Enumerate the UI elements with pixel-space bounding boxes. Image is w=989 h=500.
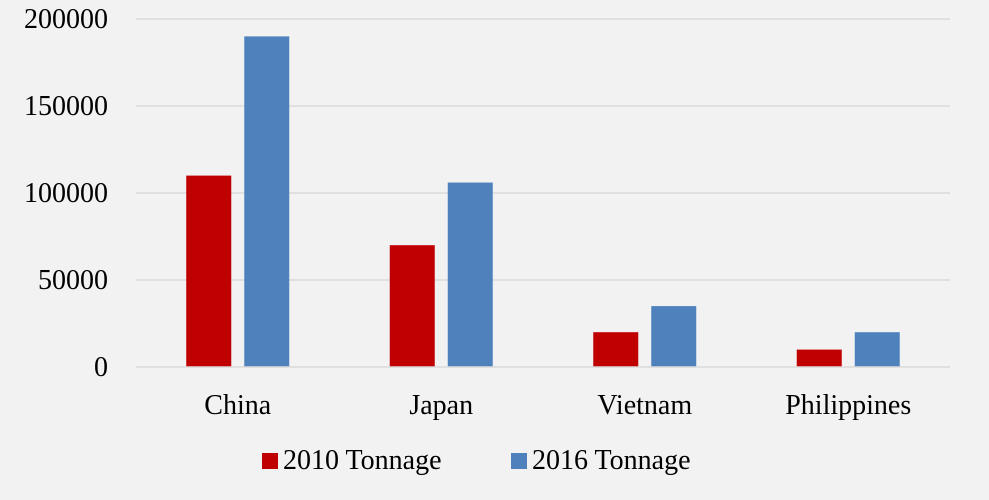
y-tick-label: 0 — [94, 352, 108, 383]
bar-2010-tonnage-japan — [389, 245, 435, 367]
x-tick-label: China — [204, 390, 271, 421]
y-tick-label: 100000 — [24, 178, 108, 209]
legend: 2010 Tonnage 2016 Tonnage — [262, 445, 691, 476]
legend-swatch — [262, 453, 278, 469]
y-tick-label: 150000 — [24, 91, 108, 122]
x-tick-label: Japan — [409, 390, 473, 421]
bar-2010-tonnage-china — [186, 175, 232, 367]
bar-2016-tonnage-vietnam — [651, 306, 697, 367]
legend-swatch — [511, 453, 527, 469]
x-tick-label: Philippines — [785, 390, 911, 421]
legend-label: 2010 Tonnage — [283, 445, 442, 476]
legend-label: 2016 Tonnage — [532, 445, 691, 476]
x-tick-label: Vietnam — [597, 390, 692, 421]
y-tick-label: 200000 — [24, 4, 108, 35]
bar-2010-tonnage-vietnam — [593, 332, 639, 367]
bars — [186, 36, 900, 368]
bar-2016-tonnage-china — [244, 36, 290, 368]
x-axis: China Japan Vietnam Philippines — [136, 366, 950, 421]
y-tick-label: 50000 — [38, 265, 108, 296]
bar-2010-tonnage-philippines — [796, 349, 842, 367]
y-axis-tick-labels: 0 50000 100000 150000 200000 — [24, 4, 108, 383]
bar-2016-tonnage-philippines — [854, 332, 900, 367]
bar-2016-tonnage-japan — [447, 182, 493, 367]
